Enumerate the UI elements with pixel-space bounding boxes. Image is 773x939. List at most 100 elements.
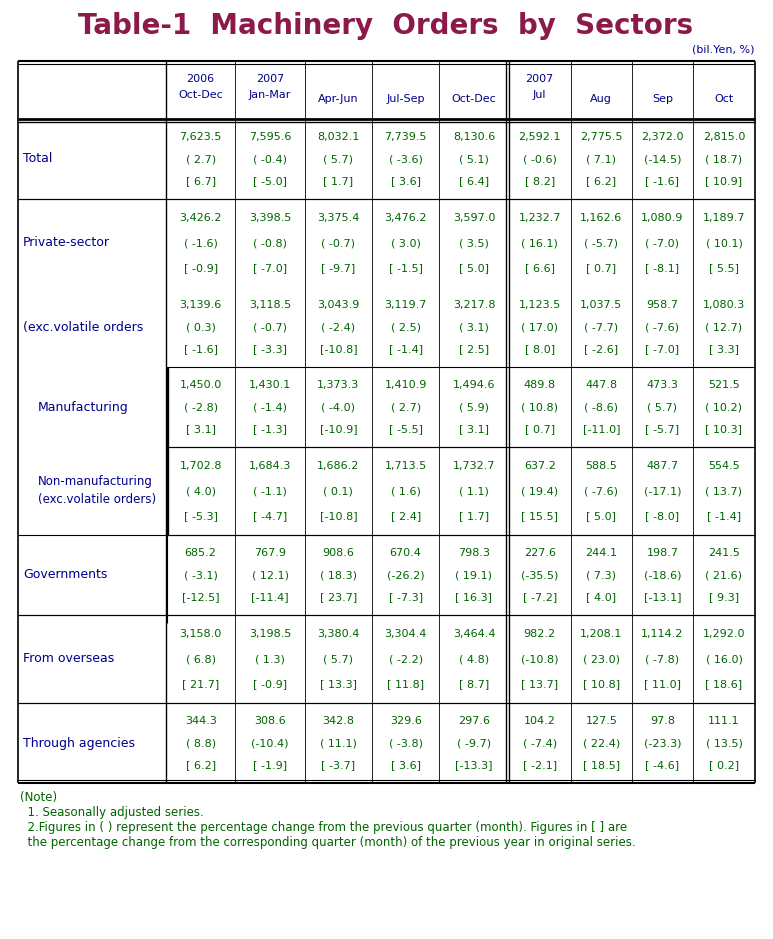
Text: 1,686.2: 1,686.2: [317, 461, 359, 471]
Text: 2,592.1: 2,592.1: [519, 131, 561, 142]
Text: ( -7.8): ( -7.8): [645, 654, 679, 664]
Text: 3,380.4: 3,380.4: [317, 629, 359, 639]
Text: the percentage change from the corresponding quarter (month) of the previous yea: the percentage change from the correspon…: [20, 836, 635, 849]
Text: ( 19.4): ( 19.4): [521, 486, 558, 496]
Text: [ 15.5]: [ 15.5]: [521, 511, 558, 520]
Text: ( 7.1): ( 7.1): [586, 154, 616, 164]
Text: 2.Figures in ( ) represent the percentage change from the previous quarter (mont: 2.Figures in ( ) represent the percentag…: [20, 821, 627, 834]
Text: 3,118.5: 3,118.5: [249, 300, 291, 310]
Text: Table-1  Machinery  Orders  by  Sectors: Table-1 Machinery Orders by Sectors: [78, 12, 693, 40]
Text: Oct: Oct: [714, 94, 734, 104]
Text: [ 11.8]: [ 11.8]: [387, 679, 424, 688]
Text: (exc.volatile orders): (exc.volatile orders): [38, 492, 156, 505]
Text: 3,158.0: 3,158.0: [179, 629, 222, 639]
Text: [ 13.3]: [ 13.3]: [320, 679, 357, 688]
Text: ( 2.7): ( 2.7): [186, 154, 216, 164]
Text: [ 10.8]: [ 10.8]: [583, 679, 620, 688]
Text: [ 13.7]: [ 13.7]: [521, 679, 558, 688]
Text: [ 5.0]: [ 5.0]: [586, 511, 616, 520]
Text: [ -1.6]: [ -1.6]: [184, 345, 218, 354]
Text: 297.6: 297.6: [458, 716, 490, 726]
Text: Total: Total: [23, 152, 53, 165]
Text: 3,043.9: 3,043.9: [317, 300, 359, 310]
Text: ( -5.7): ( -5.7): [584, 238, 618, 248]
Text: 227.6: 227.6: [523, 547, 556, 558]
Text: ( 1.1): ( 1.1): [459, 486, 489, 496]
Text: ( 1.3): ( 1.3): [255, 654, 285, 664]
Text: 1,410.9: 1,410.9: [384, 379, 427, 390]
Text: ( 2.5): ( 2.5): [390, 322, 421, 332]
Text: (-14.5): (-14.5): [644, 154, 681, 164]
Text: [ 4.0]: [ 4.0]: [586, 593, 616, 603]
Text: ( -7.0): ( -7.0): [645, 238, 679, 248]
Text: [ -5.0]: [ -5.0]: [253, 177, 287, 187]
Text: 1,080.9: 1,080.9: [641, 213, 683, 223]
Text: 685.2: 685.2: [185, 547, 216, 558]
Text: [ -1.5]: [ -1.5]: [389, 263, 423, 272]
Text: ( -0.4): ( -0.4): [253, 154, 287, 164]
Text: [ -7.0]: [ -7.0]: [253, 263, 287, 272]
Text: 3,464.4: 3,464.4: [453, 629, 495, 639]
Text: Jul: Jul: [533, 90, 547, 100]
Text: ( 18.7): ( 18.7): [706, 154, 743, 164]
Text: 670.4: 670.4: [390, 547, 421, 558]
Text: [ 2.5]: [ 2.5]: [459, 345, 489, 354]
Text: 1,037.5: 1,037.5: [581, 300, 622, 310]
Text: ( 16.0): ( 16.0): [706, 654, 742, 664]
Text: 2,815.0: 2,815.0: [703, 131, 745, 142]
Text: [ 21.7]: [ 21.7]: [182, 679, 220, 688]
Text: 521.5: 521.5: [708, 379, 740, 390]
Text: (-26.2): (-26.2): [386, 570, 424, 580]
Text: [-12.5]: [-12.5]: [182, 593, 220, 603]
Text: [ 6.7]: [ 6.7]: [186, 177, 216, 187]
Text: Manufacturing: Manufacturing: [38, 401, 129, 413]
Text: ( 4.0): ( 4.0): [186, 486, 216, 496]
Text: 1,494.6: 1,494.6: [453, 379, 495, 390]
Text: ( 6.8): ( 6.8): [186, 654, 216, 664]
Text: ( 3.0): ( 3.0): [390, 238, 421, 248]
Text: [ 5.0]: [ 5.0]: [459, 263, 489, 272]
Text: 3,476.2: 3,476.2: [384, 213, 427, 223]
Text: [ 0.7]: [ 0.7]: [586, 263, 616, 272]
Text: 1,732.7: 1,732.7: [453, 461, 495, 471]
Text: 308.6: 308.6: [254, 716, 286, 726]
Text: ( 16.1): ( 16.1): [521, 238, 558, 248]
Text: [ -4.6]: [ -4.6]: [645, 761, 679, 770]
Text: Oct-Dec: Oct-Dec: [451, 94, 496, 104]
Text: 958.7: 958.7: [646, 300, 679, 310]
Text: 487.7: 487.7: [646, 461, 679, 471]
Text: 111.1: 111.1: [708, 716, 740, 726]
Text: 3,597.0: 3,597.0: [453, 213, 495, 223]
Text: [ 0.2]: [ 0.2]: [709, 761, 739, 770]
Text: 97.8: 97.8: [650, 716, 675, 726]
Text: [ -1.6]: [ -1.6]: [645, 177, 679, 187]
Text: ( 5.1): ( 5.1): [459, 154, 489, 164]
Text: [-10.9]: [-10.9]: [319, 424, 357, 435]
Text: 908.6: 908.6: [322, 547, 354, 558]
Text: ( -2.2): ( -2.2): [389, 654, 423, 664]
Text: 1,232.7: 1,232.7: [519, 213, 561, 223]
Text: ( 7.3): ( 7.3): [586, 570, 616, 580]
Text: 7,623.5: 7,623.5: [179, 131, 222, 142]
Text: ( 3.5): ( 3.5): [459, 238, 489, 248]
Text: 244.1: 244.1: [585, 547, 618, 558]
Text: 3,139.6: 3,139.6: [179, 300, 222, 310]
Text: Sep: Sep: [652, 94, 673, 104]
Text: ( 5.9): ( 5.9): [459, 402, 489, 412]
Text: [-10.8]: [-10.8]: [319, 511, 357, 520]
Text: [ 9.3]: [ 9.3]: [709, 593, 739, 603]
Text: ( -2.8): ( -2.8): [184, 402, 218, 412]
Text: ( 8.8): ( 8.8): [186, 738, 216, 748]
Text: [ 23.7]: [ 23.7]: [320, 593, 357, 603]
Text: ( -4.0): ( -4.0): [322, 402, 356, 412]
Text: 329.6: 329.6: [390, 716, 421, 726]
Text: 342.8: 342.8: [322, 716, 354, 726]
Text: ( 1.6): ( 1.6): [390, 486, 421, 496]
Text: 1,162.6: 1,162.6: [581, 213, 622, 223]
Text: 3,119.7: 3,119.7: [384, 300, 427, 310]
Text: ( -8.6): ( -8.6): [584, 402, 618, 412]
Text: ( -0.7): ( -0.7): [253, 322, 287, 332]
Text: ( 0.1): ( 0.1): [323, 486, 353, 496]
Text: ( -2.4): ( -2.4): [322, 322, 356, 332]
Text: ( 10.1): ( 10.1): [706, 238, 742, 248]
